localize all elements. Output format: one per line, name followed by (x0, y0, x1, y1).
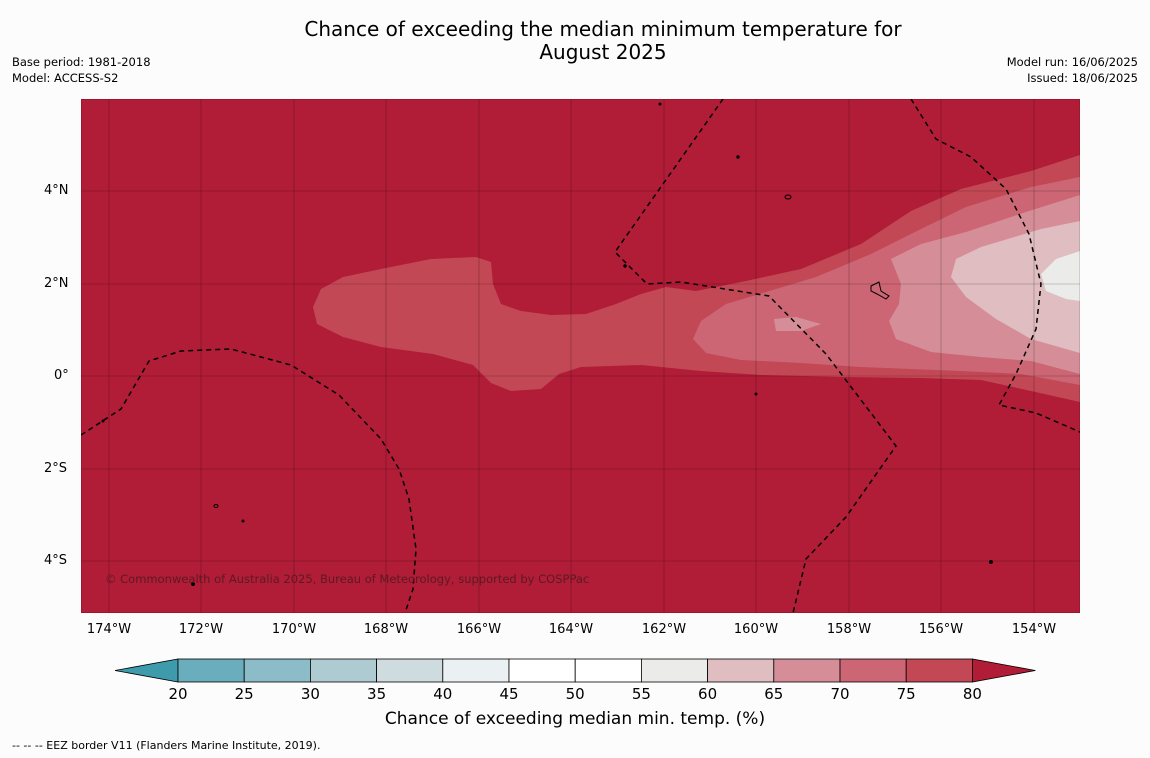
band-65-70-island (774, 317, 821, 331)
colorbar-tick-label: 75 (896, 685, 916, 703)
colorbar-tick-label: 70 (830, 685, 850, 703)
base-period: Base period: 1981-2018 (12, 55, 151, 69)
colorbar-tick-label: 20 (168, 685, 188, 703)
colorbar-title: Chance of exceeding median min. temp. (%… (384, 709, 766, 729)
model-name: Model: ACCESS-S2 (12, 71, 119, 85)
island-palmyra (784, 194, 792, 200)
colorbar-tick-label: 60 (698, 685, 718, 703)
colorbar-tick-label: 65 (764, 685, 784, 703)
island-kiritimati (870, 281, 890, 300)
issued-date: Issued: 18/06/2025 (1027, 71, 1138, 85)
lon-label-166w: 166°W (456, 622, 502, 637)
colorbar-cell (508, 658, 576, 683)
run-info: Model run: 16/06/2025 Issued: 18/06/2025 (1007, 54, 1138, 86)
island-small-5 (101, 419, 105, 423)
band-55-60 (1041, 251, 1080, 301)
title-line-1: Chance of exceeding the median minimum t… (304, 17, 902, 41)
lat-label-4s: 4°S (44, 553, 68, 568)
eez-border-east (910, 99, 1080, 433)
base-info: Base period: 1981-2018 Model: ACCESS-S2 (12, 54, 151, 86)
eez-footnote: -- -- -- EEZ border V11 (Flanders Marine… (12, 739, 321, 752)
colorbar-tick-label: 45 (499, 685, 519, 703)
lon-label-170w: 170°W (271, 622, 317, 637)
lon-label-174w: 174°W (86, 622, 132, 637)
colorbar-tick-label: 40 (433, 685, 453, 703)
eez-border-kiribati-line (614, 99, 897, 613)
colorbar-cell (641, 658, 709, 683)
colorbar-tick-label: 35 (367, 685, 387, 703)
colorbar-cell (177, 658, 245, 683)
island-jarvis (754, 392, 758, 396)
colorbar-tick-label: 80 (962, 685, 982, 703)
colorbar (114, 658, 1036, 683)
lon-label-168w: 168°W (363, 622, 409, 637)
band-60-65 (951, 221, 1080, 353)
eez-borders (81, 99, 1080, 613)
lat-label-4n: 4°N (44, 183, 69, 198)
island-teraina (736, 155, 740, 159)
colorbar-cell (773, 658, 841, 683)
colorbar-extend-high (972, 658, 1036, 683)
island-small-3 (658, 102, 662, 106)
lon-label-164w: 164°W (548, 622, 594, 637)
model-run: Model run: 16/06/2025 (1006, 55, 1138, 69)
colorbar-cell (376, 658, 444, 683)
islands (101, 102, 993, 586)
lat-label-0: 0° (54, 368, 69, 383)
lon-label-172w: 172°W (178, 622, 224, 637)
colorbar-cell (905, 658, 973, 683)
lon-label-156w: 156°W (918, 622, 964, 637)
forecast-map (81, 99, 1080, 613)
lat-label-2n: 2°N (44, 276, 69, 291)
colorbar-extend-low (114, 658, 179, 683)
island-small-1 (241, 519, 245, 523)
colorbar-cell (243, 658, 311, 683)
graticule (81, 99, 1080, 613)
island-malden (989, 560, 993, 564)
colorbar-cell (442, 658, 510, 683)
colorbar-tick-label: 55 (631, 685, 651, 703)
copyright-text: © Commonwealth of Australia 2025, Bureau… (105, 572, 590, 586)
lat-label-2s: 2°S (44, 461, 68, 476)
lon-label-162w: 162°W (641, 622, 687, 637)
island-small-4 (623, 264, 627, 268)
colorbar-cell (839, 658, 907, 683)
colorbar-cell (309, 658, 377, 683)
colorbar-tick-label: 25 (234, 685, 254, 703)
colorbar-tick-label: 50 (565, 685, 585, 703)
colorbar-cell (707, 658, 775, 683)
island-small-2 (191, 582, 195, 586)
island-atafu (213, 504, 219, 508)
lon-label-154w: 154°W (1011, 622, 1057, 637)
title-line-2: August 2025 (539, 40, 667, 64)
lon-label-158w: 158°W (826, 622, 872, 637)
colorbar-tick-label: 30 (300, 685, 320, 703)
colorbar-cells (114, 658, 1036, 683)
lon-label-160w: 160°W (733, 622, 779, 637)
eez-border-southwest (81, 348, 417, 613)
colorbar-cell (574, 658, 642, 683)
